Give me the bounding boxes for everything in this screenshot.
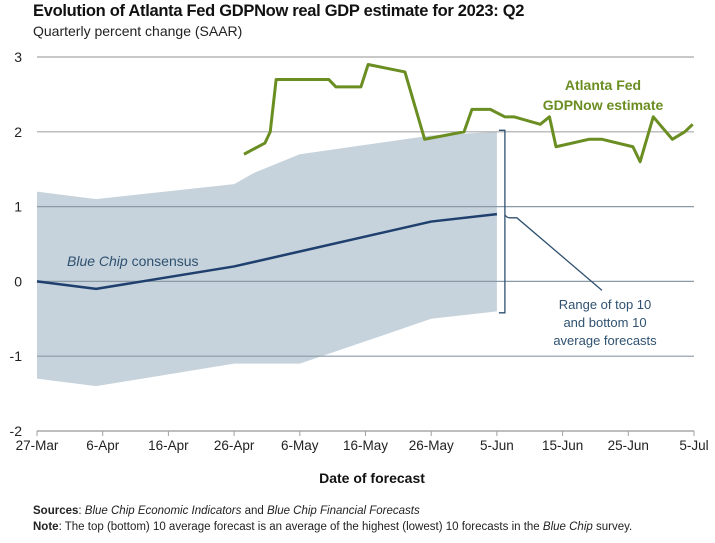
- range-bracket: [498, 129, 506, 314]
- range-leader-line: [504, 214, 603, 291]
- x-tick-label: 16-Apr: [148, 438, 189, 453]
- chart-subtitle: Quarterly percent change (SAAR): [33, 23, 243, 39]
- y-tick-label: -2: [10, 423, 23, 439]
- note-label: Note: [33, 521, 59, 533]
- sources-text-3: Blue Chip Financial Forecasts: [266, 505, 420, 517]
- note-text-3: survey.: [592, 521, 633, 533]
- y-tick-label: 2: [14, 124, 22, 140]
- range-label-line3: average forecasts: [553, 333, 657, 348]
- y-tick-label: 3: [14, 49, 22, 65]
- x-tick-label: 5-Jun: [480, 438, 514, 453]
- x-tick-label: 26-Apr: [214, 438, 255, 453]
- x-tick-label: 5-Jul: [679, 438, 708, 453]
- range-label-line1: Range of top 10: [559, 297, 652, 312]
- bluechip-label: Blue Chip consensus: [67, 253, 199, 269]
- bluechip-line: [36, 212, 498, 291]
- gdpnow-label-line1: Atlanta Fed: [565, 77, 641, 93]
- y-tick-label: -1: [10, 348, 23, 364]
- x-tick-label: 27-Mar: [16, 438, 59, 453]
- chart-title: Evolution of Atlanta Fed GDPNow real GDP…: [33, 2, 525, 20]
- note-text-1: : The top (bottom) 10 average forecast i…: [58, 521, 543, 533]
- sources-note: Sources: Blue Chip Economic Indicators a…: [33, 505, 420, 517]
- x-tick-label: 6-May: [281, 438, 319, 453]
- x-tick-label: 6-Apr: [86, 438, 120, 453]
- gdpnow-line: [243, 62, 694, 164]
- x-tick-label: 16-May: [343, 438, 388, 453]
- range-label-line2: and bottom 10: [563, 315, 646, 330]
- bluechip-label-rest: consensus: [128, 253, 199, 269]
- y-tick-label: 1: [14, 199, 22, 215]
- bluechip-label-italic: Blue Chip: [67, 253, 128, 269]
- footnote: Note: The top (bottom) 10 average foreca…: [33, 521, 632, 533]
- sources-text-1: Blue Chip Economic Indicators: [84, 505, 242, 517]
- x-tick-label: 15-Jun: [542, 438, 583, 453]
- x-tick-label: 25-Jun: [608, 438, 649, 453]
- sources-label: Sources: [33, 505, 79, 517]
- y-tick-label: 0: [14, 273, 22, 289]
- x-axis-label: Date of forecast: [319, 470, 425, 486]
- sources-text-2: and: [241, 505, 267, 517]
- x-tick-label: 26-May: [409, 438, 454, 453]
- gdpnow-label-line2: GDPNow estimate: [543, 97, 664, 113]
- note-text-2: Blue Chip: [542, 521, 593, 533]
